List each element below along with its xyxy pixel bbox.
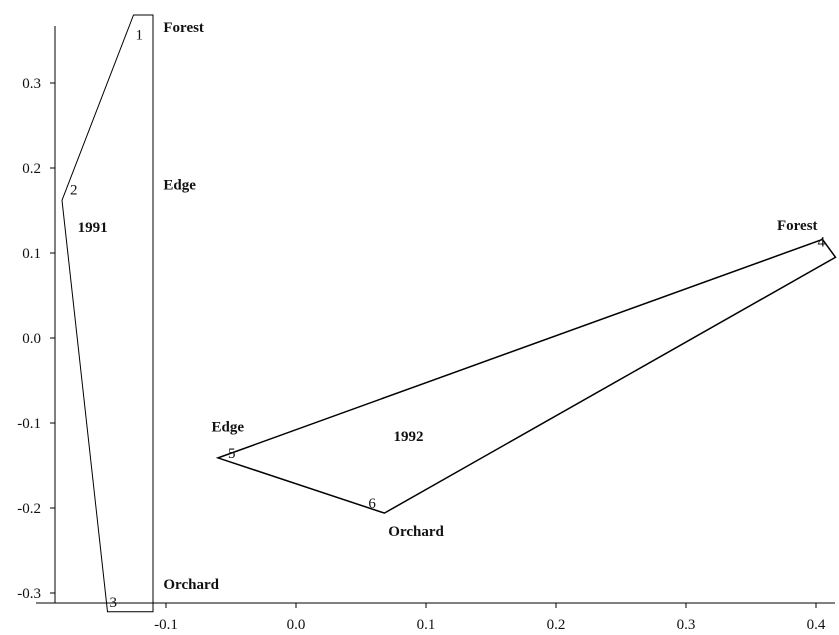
x-tick-label: 0.1 xyxy=(417,617,436,633)
group-label-1991: 1991 xyxy=(78,220,108,236)
point-label: 3 xyxy=(110,595,118,611)
group-polygon-1991 xyxy=(61,14,154,613)
y-tick-label: 0.3 xyxy=(22,76,41,92)
point-label: 5 xyxy=(228,446,236,462)
x-tick-label: 0.3 xyxy=(677,617,696,633)
x-tick-label: 0.0 xyxy=(287,617,306,633)
point-label: 6 xyxy=(368,496,376,512)
y-tick-label: -0.3 xyxy=(17,586,41,602)
habitat-annotation: Forest xyxy=(163,20,204,36)
point-label: 4 xyxy=(818,234,826,250)
point-label: 2 xyxy=(70,182,78,198)
y-tick-label: 0.2 xyxy=(22,161,41,177)
point-labels: 1 2 3 4 5 6 xyxy=(70,27,826,611)
group-polygons: 1991 1992 xyxy=(61,14,837,613)
habitat-annotation: Orchard xyxy=(388,524,444,540)
group-label-1992: 1992 xyxy=(394,429,424,445)
habitat-annotation: Forest xyxy=(777,218,818,234)
annotations: Forest Edge Orchard Forest Edge Orchard xyxy=(163,20,817,593)
point-label: 1 xyxy=(136,27,144,43)
y-tick-label: -0.2 xyxy=(17,501,41,517)
habitat-annotation: Edge xyxy=(163,177,196,193)
habitat-annotation: Edge xyxy=(212,420,245,436)
habitat-annotation: Orchard xyxy=(163,577,219,593)
group-polygon-1992 xyxy=(215,238,837,514)
x-tick-label: 0.4 xyxy=(807,617,826,633)
x-tick-label: -0.1 xyxy=(154,617,178,633)
axes: -0.3 -0.2 -0.1 0.0 0.1 0.2 0.3 -0.1 0.0 0.1 0.2 0.3… xyxy=(17,26,835,633)
y-tick-label: -0.1 xyxy=(17,416,41,432)
y-tick-label: 0.0 xyxy=(22,331,41,347)
y-tick-label: 0.1 xyxy=(22,246,41,262)
x-tick-label: 0.2 xyxy=(547,617,566,633)
